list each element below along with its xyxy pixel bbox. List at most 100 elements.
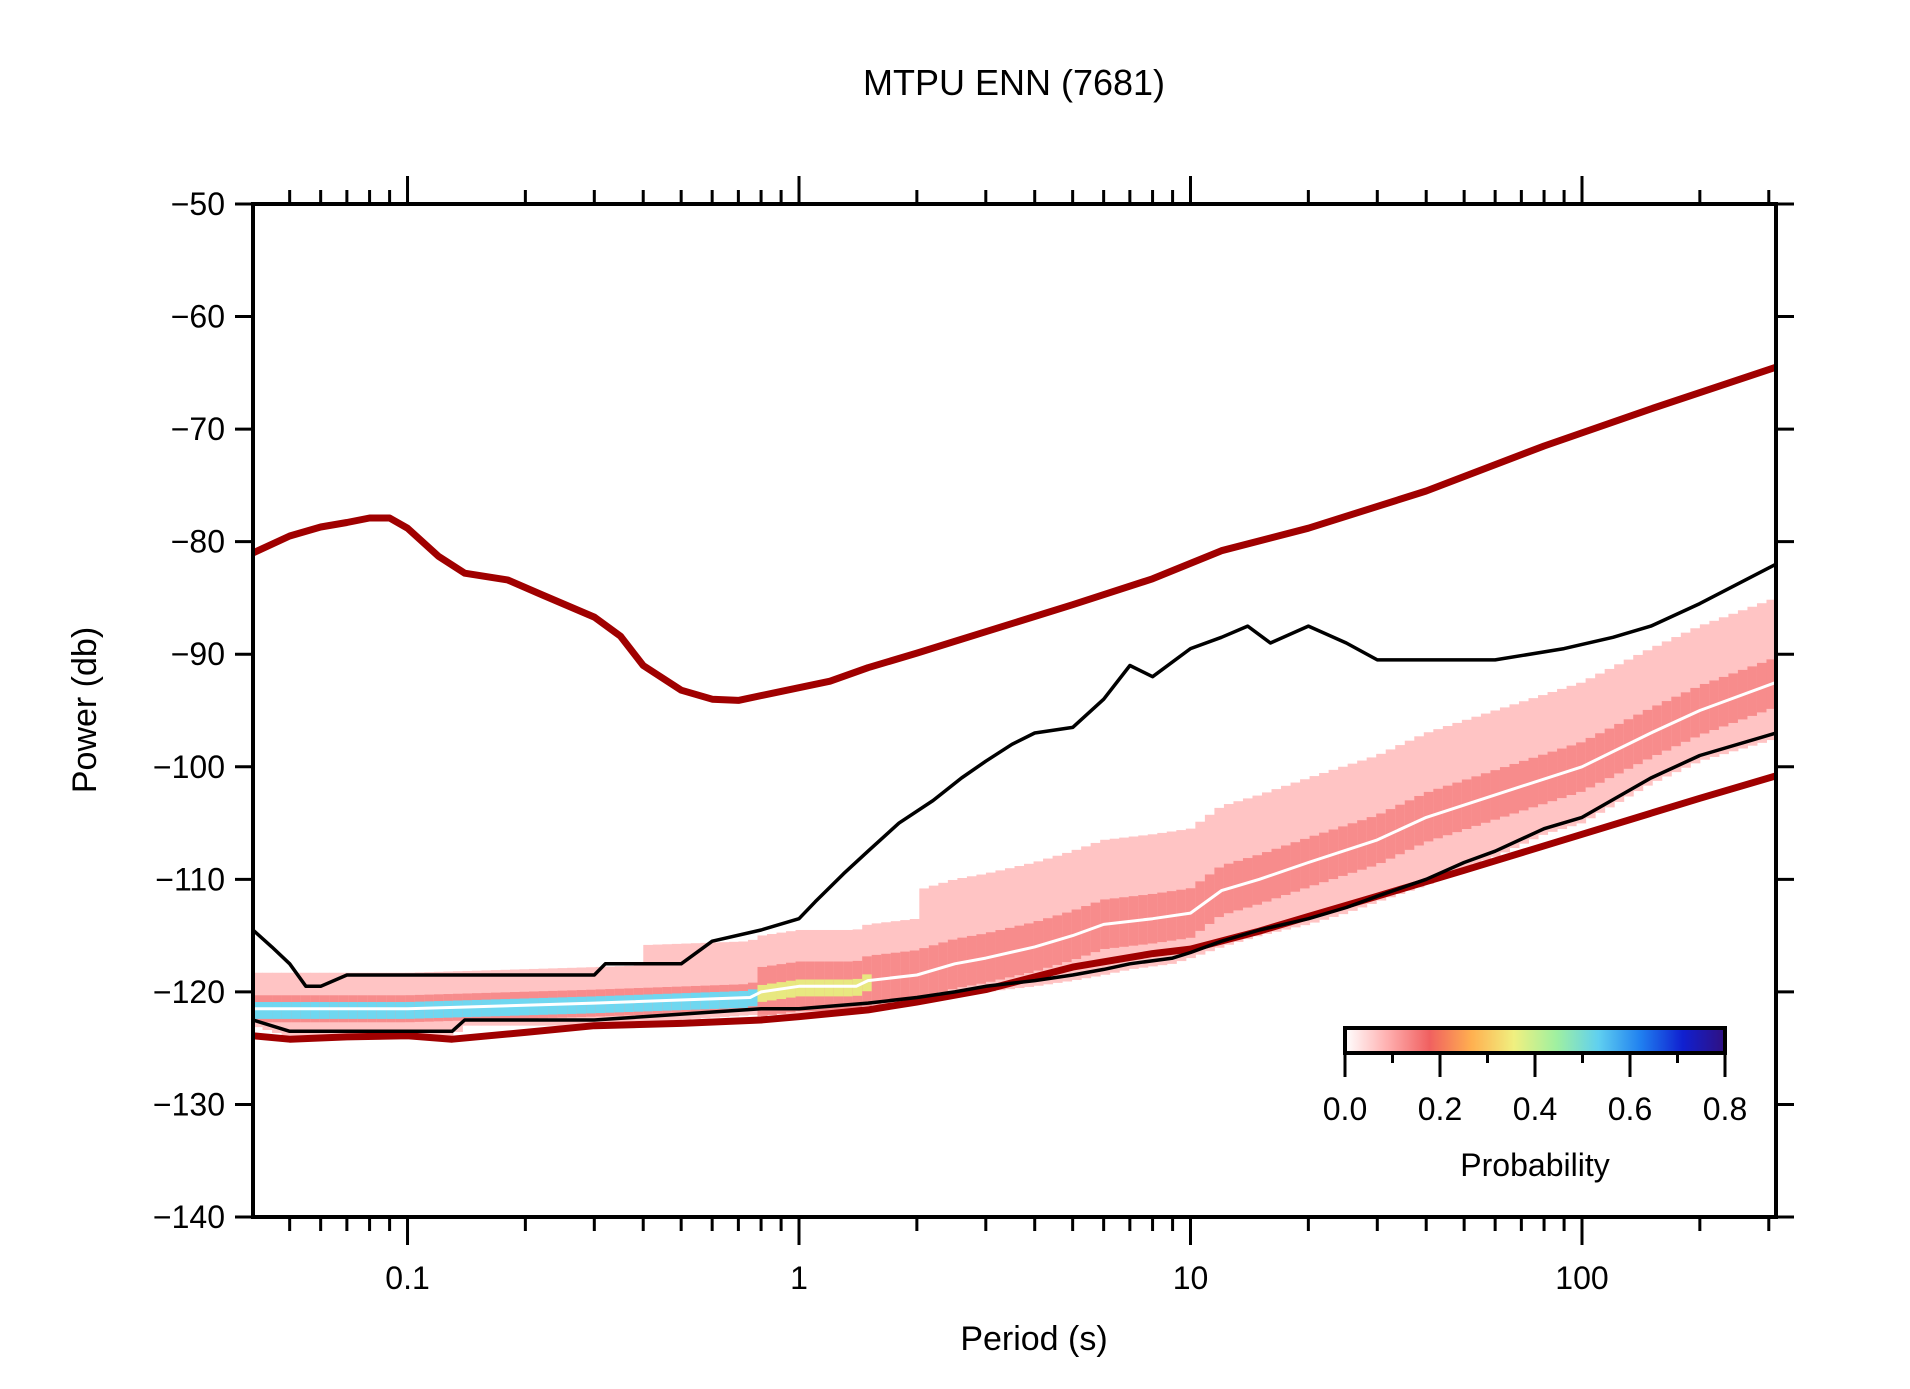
density-cell: [947, 879, 958, 998]
density-cell: [500, 999, 511, 1016]
y-axis-label: Power (db): [66, 627, 104, 793]
density-cell: [700, 992, 711, 1010]
y-tick-label: −80: [171, 524, 225, 560]
colorbar-tick-label: 0.8: [1703, 1091, 1747, 1127]
density-cell: [253, 1002, 264, 1019]
density-cell: [738, 991, 749, 1008]
colorbar-ticks: 0.0 0.2 0.4 0.6 0.8: [1323, 1053, 1747, 1127]
density-cell: [795, 979, 806, 997]
density-cell: [624, 995, 635, 1013]
density-cell: [643, 944, 654, 1023]
y-tick-label: −130: [153, 1086, 225, 1122]
density-cell: [300, 1002, 311, 1019]
density-cell: [529, 998, 540, 1016]
series-line-new-high-noise-model: [253, 363, 1776, 704]
density-cell: [291, 1002, 302, 1019]
density-cell: [367, 1002, 378, 1019]
density-cell: [757, 984, 768, 1002]
density-cell: [776, 982, 787, 1000]
x-tick-label: 0.1: [385, 1260, 429, 1296]
density-cell: [700, 942, 711, 1019]
density-cell: [786, 980, 797, 998]
density-cell: [348, 1002, 359, 1019]
density-cell: [833, 979, 844, 997]
density-cell: [557, 997, 568, 1015]
density-cell: [814, 979, 825, 997]
density-cell: [728, 941, 739, 1017]
density-cell: [652, 994, 663, 1011]
x-tick-label: 100: [1555, 1260, 1608, 1296]
density-cell: [719, 991, 730, 1009]
colorbar-tick-label: 0.6: [1608, 1091, 1652, 1127]
y-axis: −50 −60 −70 −80 −90 −100 −110 −120 −130 −140: [153, 186, 1794, 1235]
y-tick-label: −60: [171, 299, 225, 335]
x-axis-label: Period (s): [960, 1320, 1107, 1358]
density-cell: [709, 942, 720, 1018]
density-cell: [957, 878, 968, 997]
density-cell: [852, 978, 863, 996]
density-cell: [586, 996, 597, 1014]
plot-frame: [251, 202, 1778, 1219]
x-axis: 0.1 1 10 100: [288, 176, 1771, 1296]
density-cell: [662, 993, 673, 1011]
colorbar-label: Probability: [1460, 1147, 1609, 1183]
density-cell: [976, 874, 987, 993]
density-cell: [338, 1002, 349, 1019]
density-cell: [747, 939, 758, 1015]
density-cell: [681, 943, 692, 1020]
density-cell: [262, 1002, 273, 1019]
density-cell: [357, 1002, 368, 1019]
density-cell: [395, 1002, 406, 1019]
density-cell: [329, 1002, 340, 1019]
density-cell: [709, 992, 720, 1009]
density-cell: [490, 999, 501, 1017]
density-cell: [938, 882, 949, 1000]
series-line-90th-percentile: [253, 562, 1776, 989]
density-cell: [519, 998, 530, 1016]
density-cell: [662, 944, 673, 1021]
density-cell: [567, 997, 578, 1014]
series-line-10th-percentile: [253, 731, 1776, 1034]
density-cell: [824, 979, 835, 997]
density-cell: [424, 1001, 435, 1019]
density-cell: [462, 1000, 473, 1018]
y-tick-label: −100: [153, 749, 225, 785]
series-line-mode: [253, 680, 1776, 1011]
density-cell: [376, 1002, 387, 1019]
density-cell: [728, 991, 739, 1009]
density-cell: [452, 1000, 463, 1018]
density-cell: [671, 993, 682, 1011]
density-cell: [605, 995, 616, 1013]
density-cell: [719, 942, 730, 1017]
density-cell: [443, 1000, 454, 1018]
colorbar-tick-label: 0.4: [1513, 1091, 1557, 1127]
density-cell: [966, 876, 977, 995]
y-tick-label: −90: [171, 636, 225, 672]
density-cell: [576, 996, 587, 1014]
y-tick-label: −70: [171, 411, 225, 447]
density-cell: [919, 888, 930, 1003]
probability-density: [253, 599, 1776, 1037]
series-lines: [253, 363, 1776, 1043]
colorbar-tick-label: 0.0: [1323, 1091, 1367, 1127]
density-cell: [767, 983, 778, 1001]
colorbar: 0.0 0.2 0.4 0.6 0.8 Probability: [1323, 1026, 1747, 1183]
density-cell: [747, 989, 758, 1007]
chart-title: MTPU ENN (7681): [863, 62, 1165, 103]
x-tick-label: 10: [1173, 1260, 1209, 1296]
density-cell: [643, 994, 654, 1012]
density-cell: [272, 1002, 283, 1019]
colorbar-gradient: [1343, 1026, 1727, 1055]
density-cell: [805, 979, 816, 997]
density-cell: [595, 996, 606, 1014]
density-cell: [862, 974, 873, 992]
density-cell: [405, 1001, 416, 1019]
y-tick-label: −140: [153, 1199, 225, 1235]
density-cell: [652, 944, 663, 1022]
density-cell: [471, 999, 482, 1017]
density-cell: [614, 995, 625, 1013]
density-cell: [319, 1002, 330, 1019]
density-cell: [671, 943, 682, 1021]
density-cell: [738, 941, 749, 1016]
